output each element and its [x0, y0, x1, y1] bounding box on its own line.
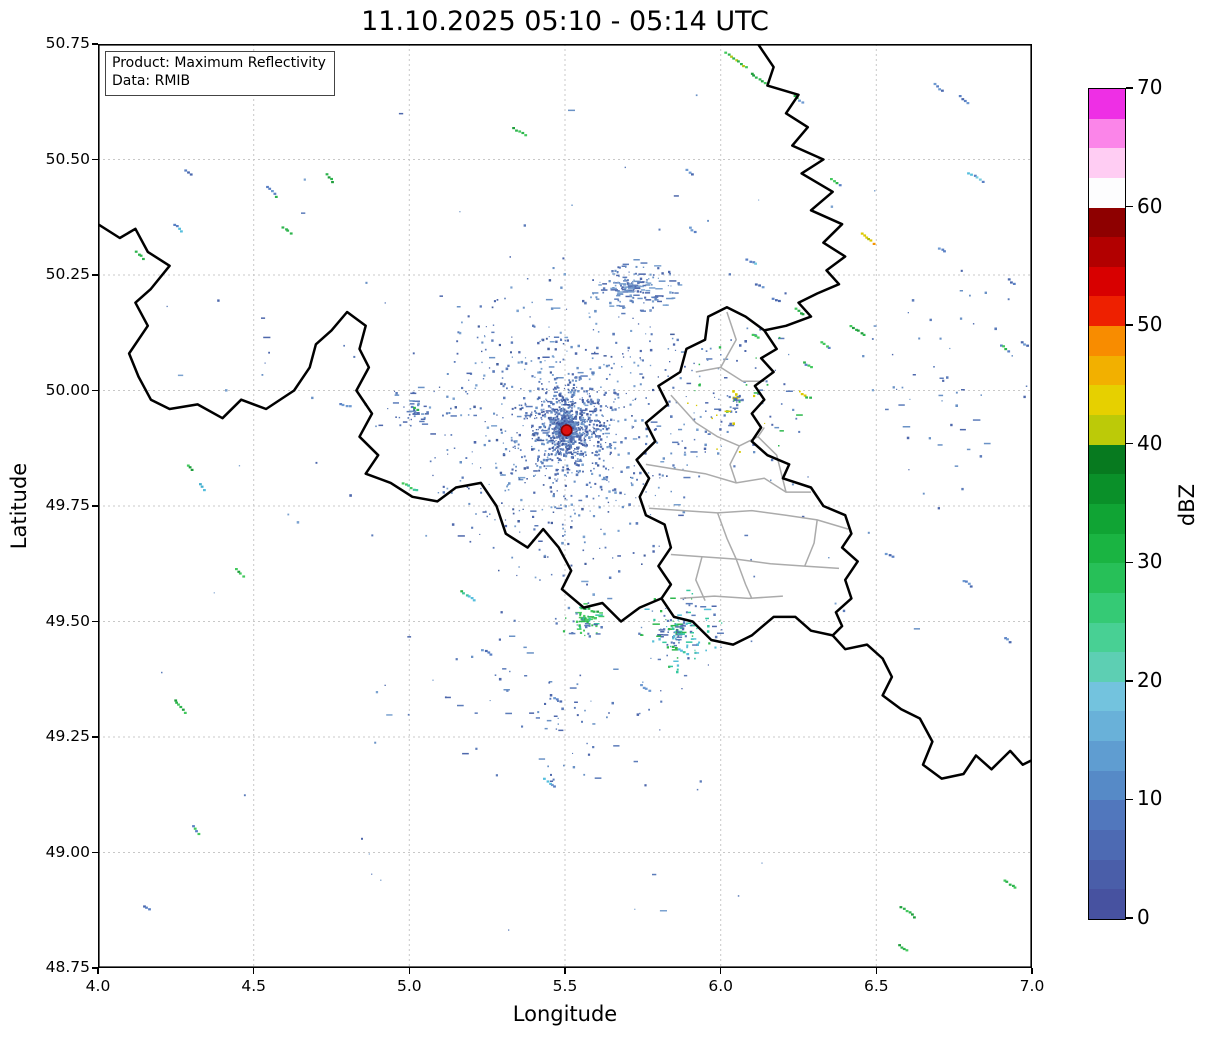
figure-title: 11.10.2025 05:10 - 05:14 UTC — [361, 6, 769, 37]
x-tick-mark — [875, 968, 878, 974]
colorbar-tick-mark — [1126, 798, 1133, 801]
x-tick-label: 4.0 — [85, 977, 111, 995]
colorbar-segment — [1089, 563, 1125, 593]
colorbar-segment — [1089, 118, 1125, 149]
x-tick-label: 6.0 — [708, 977, 733, 995]
colorbar-segment — [1089, 177, 1125, 208]
colorbar-tick-mark — [1126, 561, 1133, 564]
colorbar-segment — [1089, 326, 1125, 356]
product-name-text: Product: Maximum Reflectivity — [112, 55, 326, 71]
colorbar-tick-label: 30 — [1137, 549, 1163, 574]
colorbar-segment — [1089, 681, 1125, 712]
y-tick-mark — [92, 43, 98, 45]
x-tick-mark — [1031, 968, 1033, 974]
y-tick-mark — [92, 274, 98, 276]
y-tick-mark — [92, 620, 98, 623]
colorbar-segment — [1089, 622, 1125, 653]
colorbar-gradient — [1089, 89, 1125, 919]
y-tick-label: 50.50 — [45, 149, 90, 168]
radar-site-marker — [560, 424, 573, 437]
colorbar-segment — [1089, 237, 1125, 267]
colorbar — [1088, 88, 1126, 920]
colorbar-tick-mark — [1126, 917, 1133, 919]
y-tick-mark — [92, 736, 98, 738]
y-tick-label: 50.25 — [45, 265, 90, 283]
colorbar-segment — [1089, 533, 1125, 564]
colorbar-segment — [1089, 859, 1125, 890]
colorbar-tick-mark — [1126, 87, 1133, 89]
colorbar-segment — [1089, 770, 1125, 801]
colorbar-segment — [1089, 503, 1125, 534]
x-tick-label: 4.5 — [241, 977, 266, 995]
colorbar-segment — [1089, 474, 1125, 504]
colorbar-segment — [1089, 415, 1125, 445]
colorbar-segment — [1089, 741, 1125, 771]
x-tick-mark — [97, 968, 99, 974]
x-tick-label: 7.0 — [1019, 977, 1045, 995]
colorbar-tick-mark — [1126, 680, 1133, 682]
x-tick-mark — [719, 968, 722, 974]
colorbar-tick-label: 50 — [1137, 312, 1163, 337]
map-plot-area: Product: Maximum Reflectivity Data: RMIB — [98, 44, 1032, 968]
colorbar-segment — [1089, 592, 1125, 623]
colorbar-segment — [1089, 355, 1125, 386]
y-tick-label: 49.50 — [45, 611, 90, 630]
x-tick-mark — [252, 968, 255, 974]
y-tick-mark — [92, 851, 98, 854]
colorbar-segment — [1089, 652, 1125, 682]
data-source-text: Data: RMIB — [112, 73, 191, 90]
y-tick-label: 50.75 — [45, 34, 90, 52]
colorbar-segment — [1089, 148, 1125, 178]
y-tick-label: 50.00 — [45, 380, 90, 399]
y-tick-mark — [92, 505, 98, 507]
colorbar-segment — [1089, 89, 1125, 119]
colorbar-tick-label: 70 — [1137, 75, 1163, 99]
colorbar-segment — [1089, 830, 1125, 860]
colorbar-tick-mark — [1126, 324, 1133, 326]
colorbar-tick-label: 40 — [1137, 430, 1163, 455]
colorbar-segment — [1089, 266, 1125, 297]
y-tick-label: 49.75 — [45, 496, 90, 514]
colorbar-segment — [1089, 444, 1125, 475]
colorbar-segment — [1089, 385, 1125, 416]
x-tick-label: 5.5 — [552, 977, 578, 995]
colorbar-segment — [1089, 889, 1125, 919]
colorbar-segment — [1089, 207, 1125, 238]
y-tick-label: 49.00 — [45, 842, 90, 861]
y-tick-label: 48.75 — [45, 958, 90, 976]
radar-map-canvas — [98, 44, 1032, 968]
x-tick-label: 5.0 — [397, 977, 422, 995]
colorbar-tick-mark — [1126, 205, 1133, 208]
x-tick-label: 6.5 — [864, 977, 889, 995]
colorbar-axis-title: dBZ — [1175, 483, 1199, 527]
y-tick-label: 49.25 — [45, 727, 90, 745]
x-tick-mark — [564, 968, 566, 974]
colorbar-tick-mark — [1126, 442, 1133, 445]
x-tick-mark — [408, 968, 411, 974]
colorbar-segment — [1089, 711, 1125, 742]
x-axis-title: Longitude — [512, 1002, 618, 1026]
colorbar-segment — [1089, 296, 1125, 327]
y-tick-mark — [92, 158, 98, 161]
y-tick-mark — [92, 967, 98, 969]
colorbar-tick-label: 20 — [1137, 667, 1163, 692]
colorbar-tick-label: 0 — [1137, 905, 1150, 929]
y-tick-mark — [92, 389, 98, 392]
colorbar-tick-label: 60 — [1137, 193, 1163, 218]
product-info-box: Product: Maximum Reflectivity Data: RMIB — [105, 51, 335, 96]
colorbar-segment — [1089, 800, 1125, 831]
colorbar-tick-label: 10 — [1137, 786, 1163, 811]
